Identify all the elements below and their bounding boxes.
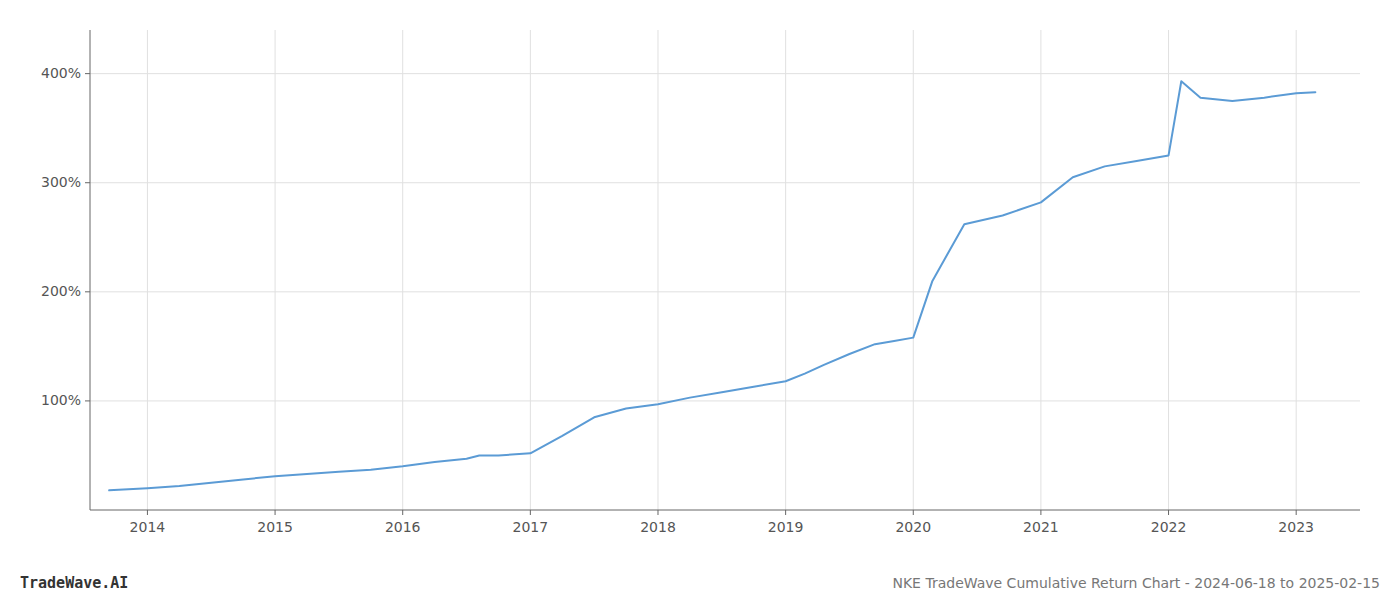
y-tick [85,291,90,292]
background [0,0,1400,600]
x-axis-line [90,510,1360,511]
y-tick [85,400,90,401]
y-tick-label: 300% [41,174,81,190]
grid-line-x [275,30,276,510]
x-tick-label: 2018 [640,519,676,535]
grid-line-x [785,30,786,510]
grid-line-x [147,30,148,510]
x-tick-label: 2014 [130,519,166,535]
axes: 2014 2015 2016 2017 2018 2019 2020 2021 2022 2023… [41,30,1360,535]
x-tick [1168,510,1169,515]
x-tick [530,510,531,515]
x-tick-label: 2021 [1023,519,1059,535]
y-tick-label: 100% [41,392,81,408]
x-tick [913,510,914,515]
y-tick [85,182,90,183]
x-tick [147,510,148,515]
grid-line-y [90,182,1360,183]
x-tick-label: 2016 [385,519,421,535]
x-tick [1296,510,1297,515]
x-tick [785,510,786,515]
grid-line-y [90,291,1360,292]
grid-line-x [1296,30,1297,510]
x-tick-label: 2017 [513,519,549,535]
chart: 2014 2015 2016 2017 2018 2019 2020 2021 2022 2023… [0,0,1400,600]
grid-line-x [1040,30,1041,510]
grid-line-x [657,30,658,510]
chart-container: 2014 2015 2016 2017 2018 2019 2020 2021 2022 2023… [0,0,1400,600]
plot-area [109,81,1315,490]
title: NKE TradeWave Cumulative Return Chart - … [892,575,1380,591]
grid-line-x [402,30,403,510]
x-tick-label: 2019 [768,519,804,535]
grid-line-x [530,30,531,510]
grid-line-y [90,400,1360,401]
x-tick [1040,510,1041,515]
grid-line-x [913,30,914,510]
x-tick [402,510,403,515]
grid-line-y [90,73,1360,74]
y-tick-label: 400% [41,65,81,81]
y-tick [85,73,90,74]
grid [90,30,1360,510]
x-tick-label: 2020 [895,519,931,535]
line [109,81,1315,490]
y-tick-label: 200% [41,283,81,299]
x-tick-label: 2015 [257,519,293,535]
x-tick-label: 2022 [1151,519,1187,535]
x-tick [657,510,658,515]
x-tick [275,510,276,515]
watermark: TradeWave.AI [20,574,128,592]
x-tick-label: 2023 [1278,519,1314,535]
grid-line-x [1168,30,1169,510]
y-axis-line [90,30,91,510]
